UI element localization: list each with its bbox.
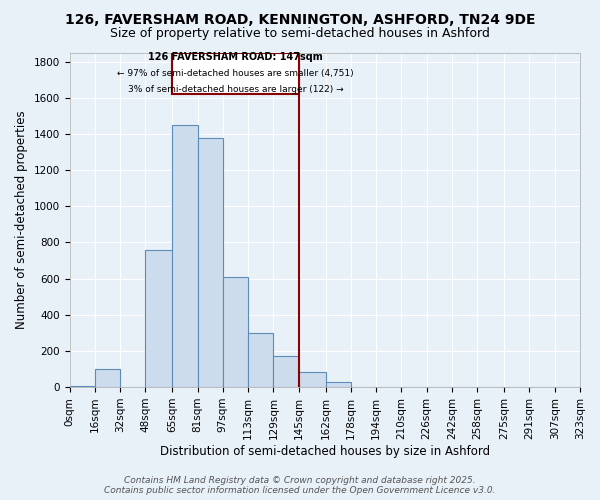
Bar xyxy=(248,333,274,387)
Text: ← 97% of semi-detached houses are smaller (4,751): ← 97% of semi-detached houses are smalle… xyxy=(117,70,354,78)
Text: 3% of semi-detached houses are larger (122) →: 3% of semi-detached houses are larger (1… xyxy=(128,85,343,94)
Text: Contains HM Land Registry data © Crown copyright and database right 2025.
Contai: Contains HM Land Registry data © Crown c… xyxy=(104,476,496,495)
Bar xyxy=(95,369,120,387)
Text: 126 FAVERSHAM ROAD: 147sqm: 126 FAVERSHAM ROAD: 147sqm xyxy=(148,52,323,62)
Bar xyxy=(70,386,95,387)
Bar xyxy=(223,277,248,387)
Bar xyxy=(145,250,172,387)
Bar xyxy=(172,54,299,94)
Text: Size of property relative to semi-detached houses in Ashford: Size of property relative to semi-detach… xyxy=(110,28,490,40)
X-axis label: Distribution of semi-detached houses by size in Ashford: Distribution of semi-detached houses by … xyxy=(160,444,490,458)
Y-axis label: Number of semi-detached properties: Number of semi-detached properties xyxy=(15,110,28,329)
Text: 126, FAVERSHAM ROAD, KENNINGTON, ASHFORD, TN24 9DE: 126, FAVERSHAM ROAD, KENNINGTON, ASHFORD… xyxy=(65,12,535,26)
Bar xyxy=(299,372,326,387)
Bar xyxy=(326,382,351,387)
Bar xyxy=(274,356,299,387)
Bar xyxy=(197,138,223,387)
Bar xyxy=(172,125,197,387)
